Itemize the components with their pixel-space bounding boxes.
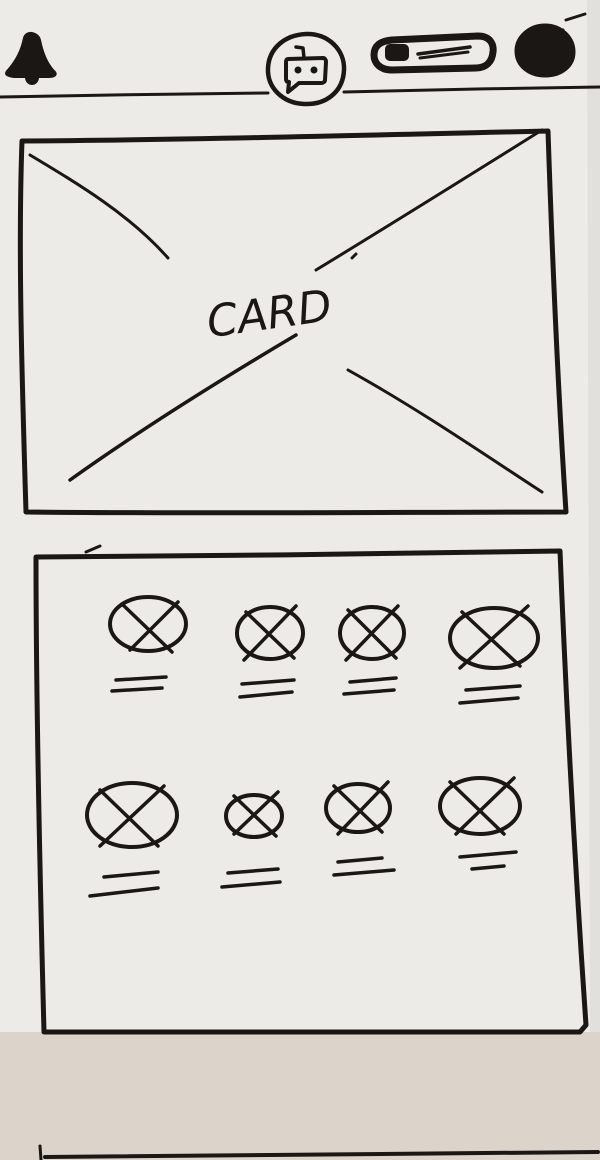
grid-item-label-lines — [342, 676, 398, 696]
grid-item-label-lines — [238, 678, 296, 699]
placeholder-x-icon — [85, 781, 179, 849]
grid-item[interactable] — [338, 604, 406, 696]
paper-sheet — [0, 0, 600, 1032]
compass-icon[interactable] — [514, 12, 587, 78]
grid-item-label-lines — [458, 850, 518, 871]
grid-item[interactable] — [324, 780, 396, 877]
grid-panel-border — [33, 548, 589, 1035]
placeholder-x-icon — [235, 605, 305, 661]
header-bar — [0, 12, 600, 107]
placeholder-x-icon — [324, 782, 392, 834]
hero-card-diagonal — [314, 128, 544, 272]
header-divider — [0, 91, 270, 99]
grid-item[interactable] — [108, 595, 188, 693]
grid-item[interactable] — [448, 604, 540, 705]
hero-card-diagonal — [346, 368, 544, 494]
icon-grid-panel — [33, 544, 589, 1035]
placeholder-x-icon — [338, 605, 406, 661]
bottom-edge-line — [43, 1150, 600, 1159]
header-divider-right — [342, 85, 600, 94]
hero-card-mark — [350, 252, 358, 260]
grid-item-label-lines — [332, 856, 396, 877]
hero-card-diagonal — [68, 333, 298, 482]
grid-item-label-lines — [110, 675, 168, 693]
grid-item[interactable] — [235, 604, 305, 699]
grid-item-label-lines — [88, 870, 160, 898]
placeholder-x-icon — [224, 793, 284, 839]
chatbot-icon[interactable] — [265, 31, 347, 107]
grid-item[interactable] — [220, 790, 284, 889]
placeholder-x-icon — [438, 776, 522, 836]
grid-item-label-lines — [220, 867, 282, 889]
hero-card-diagonal — [28, 153, 170, 260]
bottom-edge-tick — [38, 1144, 43, 1160]
placeholder-x-icon — [108, 595, 188, 653]
hero-card-border — [17, 128, 569, 516]
toggle-icon[interactable] — [370, 32, 497, 74]
grid-panel-corner-mark — [84, 544, 102, 554]
grid-item[interactable] — [438, 776, 522, 871]
grid-item-label-lines — [458, 684, 522, 705]
bell-icon[interactable] — [5, 32, 57, 85]
placeholder-x-icon — [448, 606, 540, 670]
grid-item[interactable] — [85, 781, 179, 898]
paper-right-edge — [587, 0, 600, 1032]
